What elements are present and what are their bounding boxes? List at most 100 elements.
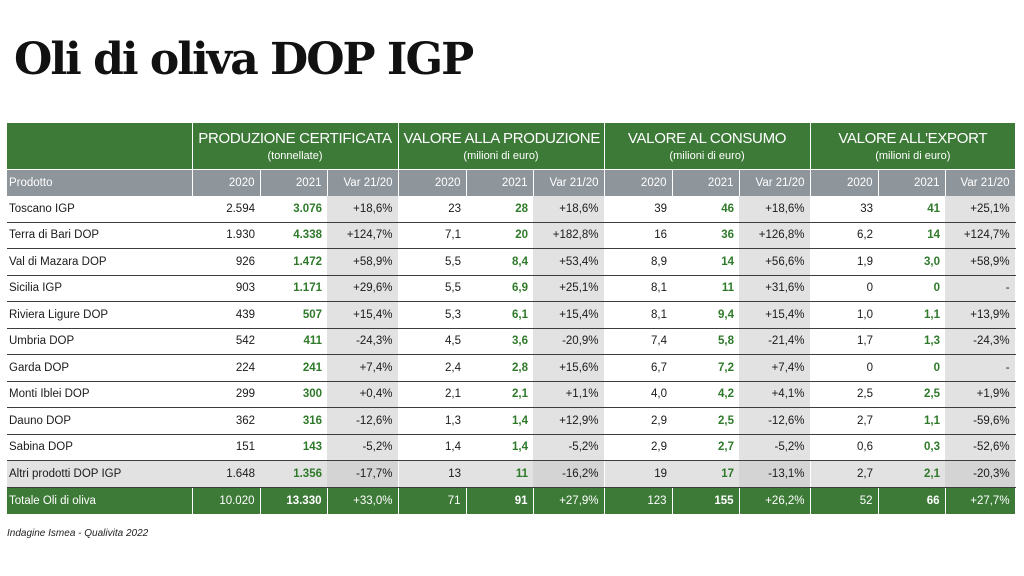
table-row: Toscano IGP 2.594 3.076 +18,6% 23 28 +18,6% 39 4… (7, 196, 1016, 223)
value-2021: 14 (672, 248, 740, 276)
column-header-var: Var 21/20 (945, 169, 1016, 196)
value-2021: 2,7 (672, 434, 740, 461)
group-header-valore-export: VALORE ALL'EXPORT (milioni di euro) (810, 123, 1016, 170)
value-2020: 71 (398, 487, 467, 514)
group-header-produzione: PRODUZIONE CERTIFICATA (tonnellate) (192, 123, 399, 170)
total-row: Totale Oli di oliva 10.020 13.330 +33,0% 71 9… (7, 487, 1016, 514)
value-var: -13,1% (739, 460, 811, 488)
table-row: Val di Mazara DOP 926 1.472 +58,9% 5,5 8,4 +53… (7, 248, 1016, 276)
value-2021: 1,4 (466, 407, 533, 435)
value-2021: 17 (672, 460, 740, 488)
value-2020: 2,9 (604, 434, 673, 461)
product-name: Toscano IGP (7, 196, 192, 223)
value-2020: 1,0 (810, 301, 879, 329)
value-2021: 4.338 (260, 222, 327, 249)
table-row: Monti Iblei DOP 299 300 +0,4% 2,1 2,1 +1,1% 4,0… (7, 381, 1016, 408)
value-2020: 7,1 (398, 222, 466, 249)
value-2021: 14 (878, 222, 946, 249)
value-2020: 2,5 (810, 381, 879, 408)
value-var: -20,9% (533, 328, 605, 355)
value-var: +1,1% (533, 381, 605, 408)
table-row: Umbria DOP 542 411 -24,3% 4,5 3,6 -20,9% 7,4 5,8… (7, 328, 1016, 355)
value-var: +27,7% (945, 487, 1016, 514)
column-header-2020: 2020 (604, 169, 673, 196)
value-2020: 5,5 (398, 275, 466, 302)
value-2021: 507 (260, 301, 327, 329)
group-header-valore-produzione: VALORE ALLA PRODUZIONE (milioni di euro) (398, 123, 605, 170)
group-title: VALORE ALLA PRODUZIONE (403, 130, 601, 147)
value-var: -24,3% (945, 328, 1016, 355)
value-2020: 0 (810, 275, 879, 302)
value-2021: 0 (878, 354, 946, 382)
value-2021: 0 (878, 275, 946, 302)
value-2020: 1,9 (810, 248, 879, 276)
value-2020: 1,4 (398, 434, 466, 461)
value-2021: 2,5 (672, 407, 740, 435)
value-2021: 6,9 (466, 275, 533, 302)
product-name: Totale Oli di oliva (7, 487, 193, 514)
value-var: +18,6% (327, 196, 399, 223)
table-row: Terra di Bari DOP 1.930 4.338 +124,7% 7,1 20 +… (7, 222, 1016, 249)
value-2020: 5,5 (398, 248, 466, 276)
product-name: Umbria DOP (7, 328, 192, 355)
value-2021: 3,0 (878, 248, 946, 276)
value-var: +15,4% (533, 301, 605, 329)
value-2020: 224 (192, 354, 260, 382)
group-unit: (milioni di euro) (875, 150, 951, 162)
value-var: +15,6% (533, 354, 605, 382)
value-2021: 11 (466, 460, 533, 488)
value-2021: 316 (260, 407, 327, 435)
value-var: +33,0% (327, 487, 399, 514)
value-2021: 66 (878, 487, 946, 514)
value-2021: 155 (672, 487, 740, 514)
value-2021: 241 (260, 354, 327, 382)
value-2021: 3.076 (260, 196, 327, 223)
value-2020: 123 (604, 487, 673, 514)
value-var: -5,2% (533, 434, 605, 461)
column-header-var: Var 21/20 (327, 169, 399, 196)
table-row: Riviera Ligure DOP 439 507 +15,4% 5,3 6,1 +15,… (7, 301, 1016, 329)
value-2020: 4,0 (604, 381, 673, 408)
value-2021: 6,1 (466, 301, 533, 329)
value-2020: 7,4 (604, 328, 673, 355)
product-name: Altri prodotti DOP IGP (7, 460, 192, 488)
value-2020: 1.648 (192, 460, 260, 488)
value-2020: 52 (810, 487, 879, 514)
value-2021: 91 (466, 487, 534, 514)
value-2021: 143 (260, 434, 327, 461)
table-body: Toscano IGP 2.594 3.076 +18,6% 23 28 +18,6% 39 4… (7, 196, 1016, 514)
value-var: +29,6% (327, 275, 399, 302)
value-var: -12,6% (739, 407, 811, 435)
value-2021: 1,1 (878, 407, 946, 435)
value-2021: 41 (878, 196, 946, 223)
value-2020: 926 (192, 248, 260, 276)
value-2020: 0,6 (810, 434, 879, 461)
value-var: +124,7% (945, 222, 1016, 249)
value-var: +56,6% (739, 248, 811, 276)
value-2021: 2,1 (878, 460, 946, 488)
value-var: -21,4% (739, 328, 811, 355)
column-header-product: Prodotto (7, 169, 193, 196)
value-2020: 439 (192, 301, 260, 329)
column-header-2020: 2020 (398, 169, 467, 196)
value-2020: 1,3 (398, 407, 466, 435)
value-2020: 8,9 (604, 248, 673, 276)
value-2020: 299 (192, 381, 260, 408)
value-var: +31,6% (739, 275, 811, 302)
value-2020: 2,4 (398, 354, 466, 382)
product-name: Sabina DOP (7, 434, 192, 461)
value-var: - (945, 354, 1016, 382)
value-2021: 411 (260, 328, 327, 355)
value-2021: 2,5 (878, 381, 946, 408)
value-2020: 1.930 (192, 222, 260, 249)
value-2021: 4,2 (672, 381, 740, 408)
value-2020: 903 (192, 275, 260, 302)
value-2020: 13 (398, 460, 466, 488)
value-2021: 1.171 (260, 275, 327, 302)
value-2020: 151 (192, 434, 260, 461)
value-2021: 1.356 (260, 460, 327, 488)
column-header-2021: 2021 (878, 169, 946, 196)
value-2020: 39 (604, 196, 673, 223)
group-header-empty (7, 123, 193, 170)
value-2020: 362 (192, 407, 260, 435)
